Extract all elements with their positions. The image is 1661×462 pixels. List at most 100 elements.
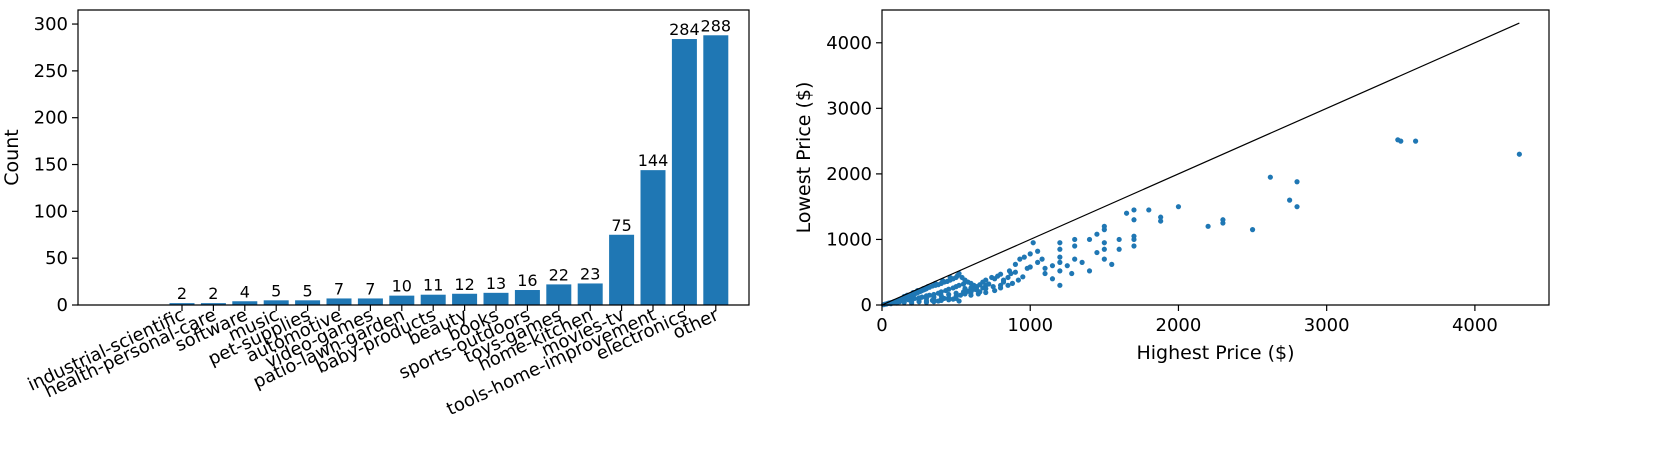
bar-data-label: 22 bbox=[549, 265, 569, 284]
scatter-point bbox=[1005, 282, 1011, 288]
scatter-point bbox=[923, 299, 930, 305]
bar-y-tick-label: 50 bbox=[45, 248, 68, 269]
scatter-point bbox=[1021, 254, 1027, 260]
scatter-point bbox=[1146, 207, 1152, 213]
scatter-point bbox=[956, 282, 962, 288]
scatter-point bbox=[1064, 263, 1070, 269]
scatter-reference-line bbox=[881, 22, 1520, 306]
scatter-point bbox=[986, 281, 992, 287]
scatter-point bbox=[1131, 217, 1137, 223]
scatter-point bbox=[956, 270, 962, 277]
scatter-point bbox=[1020, 274, 1026, 280]
scatter-y-ticks: 0 1000 2000 3000 4000 bbox=[826, 33, 882, 316]
scatter-point bbox=[1035, 248, 1041, 254]
scatter-point bbox=[992, 287, 998, 294]
scatter-point bbox=[1005, 274, 1011, 281]
scatter-y-axis-title: Lowest Price ($) bbox=[793, 82, 815, 234]
scatter-point bbox=[983, 277, 989, 283]
bar-data-label: 2 bbox=[177, 284, 187, 303]
scatter-point bbox=[1049, 263, 1056, 269]
scatter-point bbox=[1086, 268, 1093, 274]
scatter-point bbox=[1158, 214, 1164, 220]
scatter-point bbox=[1049, 276, 1056, 282]
scatter-point bbox=[1079, 259, 1085, 265]
scatter-point bbox=[947, 274, 953, 281]
bar bbox=[232, 301, 258, 305]
bar-y-tick-label: 150 bbox=[34, 155, 68, 176]
bar bbox=[546, 284, 572, 305]
scatter-point bbox=[1057, 259, 1063, 265]
scatter-point bbox=[1131, 236, 1137, 243]
scatter-point bbox=[1205, 223, 1211, 229]
bar bbox=[169, 303, 195, 305]
scatter-point bbox=[1006, 268, 1013, 274]
bar-y-tick-label: 0 bbox=[57, 295, 68, 316]
scatter-point bbox=[1287, 197, 1293, 203]
scatter-point bbox=[1101, 223, 1107, 229]
scatter-point bbox=[1042, 265, 1048, 271]
bar-y-tick-label: 300 bbox=[34, 14, 68, 35]
bar bbox=[452, 293, 478, 305]
bar bbox=[640, 170, 666, 305]
bar-data-label: 5 bbox=[271, 281, 281, 300]
scatter-point bbox=[950, 296, 956, 302]
scatter-point bbox=[1009, 280, 1016, 286]
bar-data-label: 284 bbox=[669, 20, 700, 39]
bar bbox=[263, 300, 289, 305]
bar bbox=[326, 298, 352, 305]
bar-y-axis-title-group: Count bbox=[1, 129, 23, 185]
scatter-x-tick-label: 2000 bbox=[1156, 315, 1202, 336]
bar-plot-frame bbox=[77, 9, 750, 306]
scatter-y-axis-title-group: Lowest Price ($) bbox=[793, 82, 815, 234]
scatter-point bbox=[1413, 138, 1419, 144]
bar-data-label: 16 bbox=[517, 271, 537, 290]
scatter-point bbox=[1057, 246, 1063, 252]
scatter-point bbox=[1294, 204, 1300, 210]
scatter-point bbox=[975, 291, 981, 297]
scatter-point bbox=[1057, 268, 1063, 274]
scatter-y-tick-label: 4000 bbox=[826, 33, 872, 54]
bar bbox=[389, 295, 415, 305]
scatter-point bbox=[1094, 249, 1100, 256]
bar bbox=[357, 298, 383, 305]
bar-data-label: 10 bbox=[392, 277, 412, 296]
scatter-point bbox=[1175, 204, 1182, 210]
bar-data-label: 13 bbox=[486, 274, 506, 293]
bar-data-label: 288 bbox=[701, 16, 732, 35]
bar-y-tick-label: 100 bbox=[34, 201, 68, 222]
scatter-point bbox=[1101, 246, 1107, 252]
bar-data-label: 4 bbox=[240, 282, 250, 301]
scatter-point bbox=[938, 289, 944, 295]
scatter-point bbox=[946, 286, 952, 292]
bar bbox=[577, 283, 603, 305]
bar bbox=[703, 35, 729, 306]
scatter-y-tick-label: 0 bbox=[861, 295, 872, 316]
bar-data-label: 7 bbox=[365, 279, 375, 298]
scatter-point bbox=[997, 285, 1004, 291]
bar-data-label: 7 bbox=[334, 279, 344, 298]
bar-x-ticks: industrial-scientifichealth-personal-car… bbox=[25, 304, 723, 420]
scatter-y-tick-label: 1000 bbox=[826, 229, 872, 250]
bar bbox=[671, 39, 697, 306]
scatter-point bbox=[990, 284, 996, 290]
scatter-point bbox=[1267, 174, 1273, 180]
bar-y-tick-label: 200 bbox=[34, 108, 68, 129]
scatter-point bbox=[929, 297, 935, 304]
bar-data-label: 23 bbox=[580, 264, 600, 283]
scatter-point bbox=[1131, 243, 1137, 249]
scatter-point bbox=[1116, 246, 1122, 252]
bar-series bbox=[169, 35, 729, 306]
scatter-point bbox=[1294, 179, 1300, 185]
scatter-x-tick-label: 0 bbox=[876, 315, 887, 336]
bar-data-label: 5 bbox=[303, 281, 313, 300]
scatter-point bbox=[960, 281, 967, 287]
scatter-point bbox=[1249, 227, 1256, 233]
scatter-point bbox=[894, 300, 900, 306]
scatter-point bbox=[1057, 282, 1063, 288]
scatter-point bbox=[1123, 210, 1130, 216]
scatter-point bbox=[1057, 254, 1063, 260]
scatter-point bbox=[916, 299, 922, 305]
scatter-point bbox=[1012, 269, 1019, 275]
